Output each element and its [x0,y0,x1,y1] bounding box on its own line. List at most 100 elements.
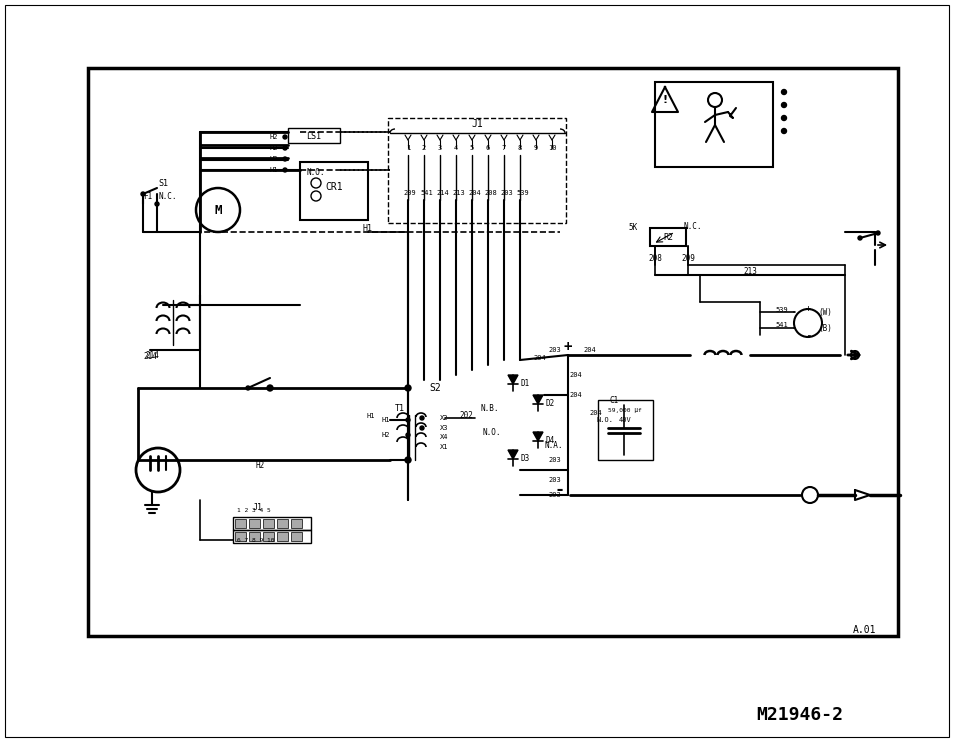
Text: X3: X3 [439,425,448,431]
Bar [388,118,565,223]
Text: 5K: 5K [628,223,637,232]
Text: R2: R2 [662,232,672,241]
Text: D3: D3 [519,453,529,462]
Text: +: + [563,340,572,354]
Circle shape [283,157,287,161]
Text: (B): (B) [818,324,831,332]
Text: D1: D1 [519,378,529,387]
Text: (W): (W) [818,307,831,317]
Text: N.B.: N.B. [480,404,498,413]
Text: T1: T1 [395,404,405,413]
Text: X2: X2 [439,415,448,421]
Circle shape [406,418,410,422]
Bar [88,68,897,636]
Circle shape [246,386,250,390]
Circle shape [268,386,272,390]
Text: N.O.: N.O. [596,417,613,423]
Bar [288,128,339,143]
Text: H1: H1 [366,413,375,419]
Text: H2: H2 [381,432,390,438]
Text: 6 7 8 9 10: 6 7 8 9 10 [236,537,274,542]
Polygon shape [533,432,542,441]
Text: N.A.: N.A. [544,441,562,450]
Text: !: ! [661,95,667,105]
Text: H1: H1 [381,417,390,423]
Text: 59,000 μf: 59,000 μf [607,407,641,413]
Bar [249,519,260,528]
Text: 214: 214 [436,190,449,196]
Text: -: - [555,481,564,499]
Bar [276,532,288,541]
Circle shape [283,146,287,150]
Text: 203: 203 [548,477,560,483]
Text: H1: H1 [269,167,277,173]
Text: S1: S1 [158,179,168,188]
Bar [291,532,302,541]
Text: D2: D2 [545,398,554,407]
Bar [655,82,772,167]
Circle shape [405,385,411,391]
Text: 208: 208 [647,254,661,263]
Text: 6: 6 [485,145,490,151]
Text: 204: 204 [589,410,601,416]
Bar [649,228,685,246]
Circle shape [154,202,159,206]
Polygon shape [533,395,542,404]
Bar [598,400,652,460]
Text: 2: 2 [421,145,426,151]
Text: 5: 5 [470,145,474,151]
Text: H2: H2 [269,145,277,151]
Bar [263,519,274,528]
Circle shape [781,116,785,120]
Circle shape [781,90,785,94]
Text: X1: X1 [439,444,448,450]
Text: CR1: CR1 [325,182,342,192]
Bar [276,519,288,528]
Text: 204: 204 [533,355,546,361]
Circle shape [781,128,785,134]
Text: J1: J1 [471,119,482,129]
Text: H1: H1 [363,223,373,232]
Circle shape [283,168,287,172]
Text: 209: 209 [680,254,694,263]
Text: 541: 541 [775,322,787,328]
Text: 4: 4 [454,145,457,151]
Circle shape [283,135,287,139]
Text: 214: 214 [143,352,157,361]
Text: 213: 213 [742,266,756,275]
Circle shape [141,192,145,196]
Text: 3: 3 [437,145,441,151]
Text: N.O.: N.O. [482,427,500,436]
Bar [234,519,246,528]
Circle shape [405,457,411,463]
Bar [291,519,302,528]
Text: H2: H2 [255,461,264,470]
Text: 204: 204 [468,190,481,196]
Text: N.C.: N.C. [683,222,701,231]
Circle shape [406,433,410,437]
Text: X4: X4 [439,434,448,440]
Circle shape [419,426,423,430]
Text: S2: S2 [429,383,440,393]
Text: H2: H2 [269,156,277,162]
Bar [233,530,311,543]
Text: 204: 204 [569,372,581,378]
Text: N.O.: N.O. [307,168,325,177]
Text: 40V: 40V [618,417,631,423]
Bar [299,162,368,220]
Text: 8: 8 [517,145,521,151]
Circle shape [781,102,785,108]
Text: 1 2 3 4 5: 1 2 3 4 5 [236,508,271,513]
Text: 539: 539 [775,307,787,313]
Text: 9: 9 [534,145,537,151]
Bar [249,532,260,541]
Text: A.01: A.01 [852,625,876,635]
Text: 203: 203 [548,457,560,463]
Circle shape [267,385,273,391]
Text: 10: 10 [547,145,556,151]
Text: 213: 213 [452,190,465,196]
Text: F1: F1 [143,191,152,200]
Polygon shape [507,450,517,459]
Text: N.C.: N.C. [158,191,177,200]
Text: D4: D4 [545,436,554,444]
